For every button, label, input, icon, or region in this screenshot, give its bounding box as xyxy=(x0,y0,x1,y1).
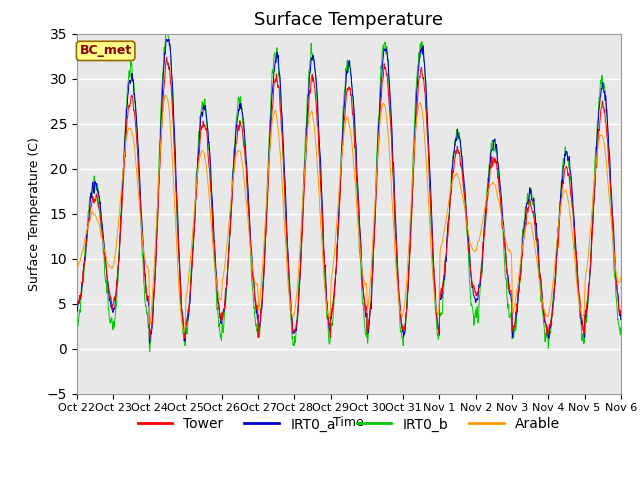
IRT0_a xyxy=(441,270,449,276)
IRT0_b xyxy=(502,276,509,281)
Tower xyxy=(73,297,81,303)
IRT0_a xyxy=(616,310,624,316)
IRT0_b xyxy=(164,25,172,31)
IRT0_a xyxy=(146,340,154,346)
IRT0_a xyxy=(502,251,509,257)
Arable xyxy=(162,92,170,98)
Arable xyxy=(441,226,449,232)
Tower xyxy=(180,336,188,342)
IRT0_a xyxy=(163,36,171,42)
Tower xyxy=(171,152,179,157)
IRT0_a xyxy=(471,295,479,300)
Arable xyxy=(502,238,509,243)
IRT0_a xyxy=(171,137,179,143)
Arable xyxy=(471,248,479,254)
IRT0_b xyxy=(171,149,179,155)
Line: IRT0_a: IRT0_a xyxy=(77,39,621,343)
Tower xyxy=(329,304,337,310)
Title: Surface Temperature: Surface Temperature xyxy=(254,11,444,29)
Legend: Tower, IRT0_a, IRT0_b, Arable: Tower, IRT0_a, IRT0_b, Arable xyxy=(132,412,566,437)
X-axis label: Time: Time xyxy=(333,416,364,429)
Arable xyxy=(180,329,188,335)
IRT0_b xyxy=(73,329,81,335)
Arable xyxy=(171,202,179,208)
Arable xyxy=(329,268,337,274)
Tower xyxy=(441,263,449,269)
Tower xyxy=(616,311,624,317)
IRT0_b xyxy=(616,332,624,338)
Text: BC_met: BC_met xyxy=(79,44,132,58)
Line: Tower: Tower xyxy=(77,57,621,339)
Y-axis label: Surface Temperature (C): Surface Temperature (C) xyxy=(28,137,41,290)
Tower xyxy=(471,289,479,295)
Arable xyxy=(73,263,81,268)
IRT0_a xyxy=(73,307,81,312)
IRT0_a xyxy=(329,306,337,312)
Tower xyxy=(617,307,625,313)
Arable xyxy=(616,276,624,282)
IRT0_b xyxy=(471,314,479,320)
Tower xyxy=(502,250,509,255)
Arable xyxy=(617,275,625,280)
IRT0_b xyxy=(146,348,154,354)
IRT0_a xyxy=(617,317,625,323)
Tower xyxy=(163,54,170,60)
Line: Arable: Arable xyxy=(77,95,621,332)
IRT0_b xyxy=(441,276,449,282)
IRT0_b xyxy=(329,321,337,327)
Line: IRT0_b: IRT0_b xyxy=(77,28,621,351)
IRT0_b xyxy=(617,324,625,330)
